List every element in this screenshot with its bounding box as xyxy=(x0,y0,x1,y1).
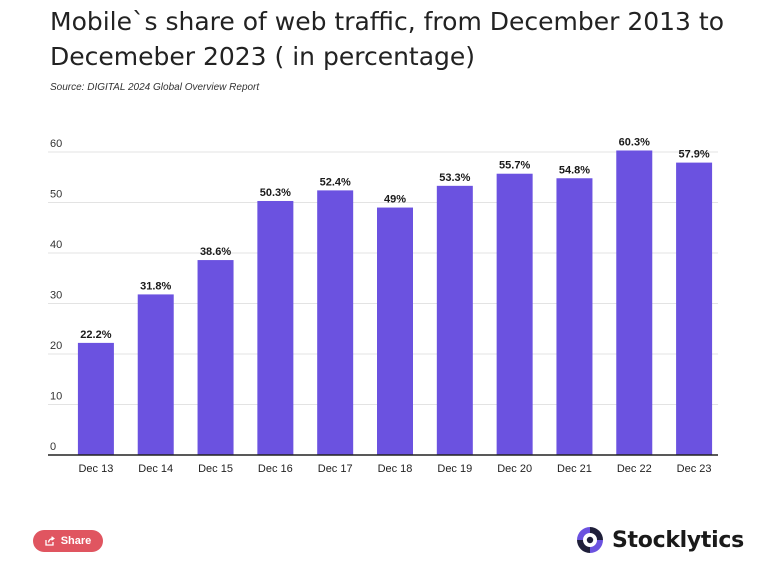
bar xyxy=(77,342,114,455)
stocklytics-logo-icon xyxy=(577,527,603,553)
data-label: 53.3% xyxy=(439,172,470,184)
bar xyxy=(676,162,713,456)
brand-name: Stocklytics xyxy=(612,527,744,553)
y-tick-label: 0 xyxy=(50,441,56,453)
chart-title: Mobile`s share of web traffic, from Dece… xyxy=(50,7,724,71)
bar xyxy=(317,190,354,455)
data-label: 31.8% xyxy=(140,280,171,292)
share-icon xyxy=(45,536,55,546)
x-tick-label: Dec 20 xyxy=(497,463,532,475)
brand: Stocklytics xyxy=(574,524,744,556)
data-label: 50.3% xyxy=(260,187,291,199)
y-tick-label: 40 xyxy=(50,239,62,251)
data-label: 54.8% xyxy=(559,164,590,176)
bar xyxy=(496,173,533,455)
x-tick-label: Dec 14 xyxy=(138,463,173,475)
bar xyxy=(616,150,653,456)
y-tick-label: 10 xyxy=(50,391,62,403)
x-tick-label: Dec 16 xyxy=(258,463,293,475)
chart-source: Source: DIGITAL 2024 Global Overview Rep… xyxy=(50,82,260,93)
y-tick-label: 20 xyxy=(50,340,62,352)
data-label: 49% xyxy=(384,194,406,206)
bar xyxy=(137,294,174,455)
y-tick-label: 30 xyxy=(50,290,62,302)
share-label: Share xyxy=(60,535,92,547)
x-tick-label: Dec 13 xyxy=(78,463,113,475)
x-tick-label: Dec 17 xyxy=(318,463,353,475)
share-button[interactable]: Share xyxy=(33,530,103,552)
data-label: 38.6% xyxy=(200,246,231,258)
data-label: 57.9% xyxy=(678,149,709,161)
data-label: 52.4% xyxy=(320,176,351,188)
x-tick-label: Dec 21 xyxy=(557,463,592,475)
data-label: 60.3% xyxy=(619,136,650,148)
bar xyxy=(436,185,473,455)
bar xyxy=(197,260,234,455)
y-tick-label: 60 xyxy=(50,138,62,150)
y-tick-label: 50 xyxy=(50,189,62,201)
bar-chart: 0 10 20 30 40 50 60 22.2% Dec 13 31.8% Dec 14 38.6%… xyxy=(48,136,718,475)
bar xyxy=(377,207,413,455)
data-label: 55.7% xyxy=(499,160,530,172)
x-tick-label: Dec 22 xyxy=(617,463,652,475)
x-tick-label: Dec 23 xyxy=(677,463,712,475)
bar xyxy=(556,178,593,455)
bar xyxy=(257,200,294,455)
x-tick-label: Dec 19 xyxy=(437,463,472,475)
x-tick-label: Dec 15 xyxy=(198,463,233,475)
x-tick-label: Dec 18 xyxy=(378,463,413,475)
data-label: 22.2% xyxy=(80,329,111,341)
